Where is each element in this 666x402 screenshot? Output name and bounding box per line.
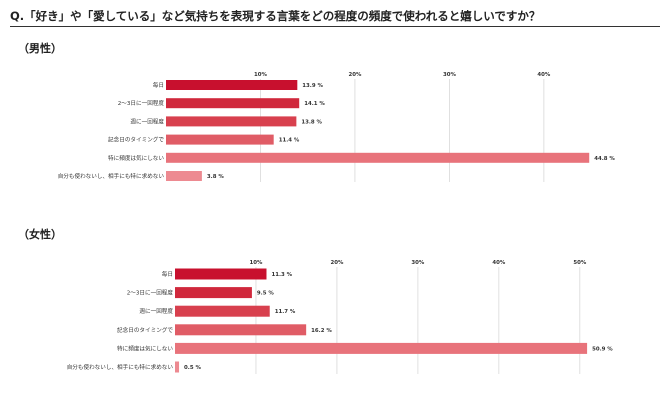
data-label: 0.5 % <box>184 365 201 371</box>
female-chart-title: （女性） <box>18 228 62 241</box>
survey-question: Q.「好き」や「愛している」など気持ちを表現する言葉をどの程度の頻度で使われると… <box>10 8 660 27</box>
bar <box>166 171 202 181</box>
data-label: 14.1 % <box>304 101 325 107</box>
data-label: 11.3 % <box>271 272 292 278</box>
category-label: 毎日 <box>162 270 173 278</box>
data-label: 44.8 % <box>594 156 615 162</box>
bar <box>175 287 252 299</box>
data-label: 11.7 % <box>275 309 296 315</box>
data-label: 3.8 % <box>207 174 224 180</box>
data-label: 16.2 % <box>311 328 332 334</box>
category-label: 2〜3日に一回程度 <box>118 99 165 107</box>
x-tick-label: 30% <box>443 72 457 78</box>
category-label: 週に一回程度 <box>130 117 164 125</box>
female-bar-chart: 10% 20% 30% 40% 50% 毎日 11.3 % 2〜3日に一回程度 9.5 % 週に一… <box>67 260 613 374</box>
x-tick-label: 10% <box>250 260 264 266</box>
male-bar-chart: 10% 20% 30% 40% 毎日 13.9 % 2〜3日に一回程度 14.1 % 週に一回程… <box>58 72 615 182</box>
bar <box>166 80 298 90</box>
bar <box>175 305 270 317</box>
category-label: 自分も使わないし、相手にも特に求めない <box>58 172 165 180</box>
bar <box>175 361 180 373</box>
category-label: 特に頻度は気にしない <box>108 154 164 162</box>
data-label: 9.5 % <box>257 291 274 297</box>
bar <box>166 98 300 109</box>
data-label: 13.9 % <box>302 83 323 89</box>
category-label: 特に頻度は気にしない <box>117 344 173 352</box>
category-label: 週に一回程度 <box>139 307 173 315</box>
x-tick-label: 20% <box>330 260 344 266</box>
bar <box>175 324 307 336</box>
x-tick-label: 20% <box>348 72 362 78</box>
data-label: 13.8 % <box>301 119 322 125</box>
x-tick-label: 50% <box>573 260 587 266</box>
bar <box>175 268 267 280</box>
bar <box>166 134 274 145</box>
bar <box>166 116 297 127</box>
category-label: 毎日 <box>153 81 164 89</box>
category-label: 自分も使わないし、相手にも特に求めない <box>67 363 174 371</box>
category-label: 記念日のタイミングで <box>108 136 164 144</box>
category-label: 2〜3日に一回程度 <box>127 289 174 297</box>
x-tick-label: 40% <box>537 72 551 78</box>
data-label: 50.9 % <box>592 346 613 352</box>
bar <box>166 152 590 163</box>
x-tick-label: 40% <box>492 260 506 266</box>
x-tick-label: 10% <box>254 72 268 78</box>
category-label: 記念日のタイミングで <box>117 326 173 334</box>
male-chart-title: （男性） <box>18 42 62 55</box>
x-tick-label: 30% <box>411 260 425 266</box>
data-label: 11.4 % <box>279 138 300 144</box>
bar <box>175 342 588 354</box>
